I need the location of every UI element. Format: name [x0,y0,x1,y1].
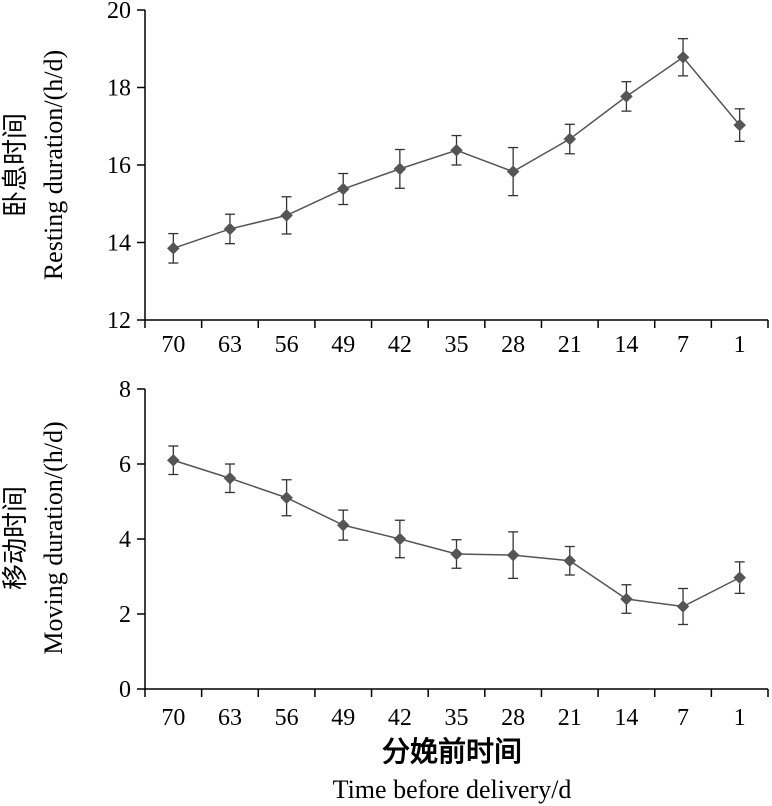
moving-data-point [620,592,633,606]
x-axis-title-en: Time before delivery/d [333,775,572,804]
moving-x-tick-label: 70 [161,705,185,731]
moving-data-point [166,453,180,467]
moving-data-point [733,571,747,584]
moving-y-tick-label: 6 [119,452,131,478]
moving-x-tick-label: 28 [501,705,525,731]
moving-x-tick-label: 7 [677,705,689,731]
resting-y-tick-label: 16 [107,153,131,179]
moving-data-point [450,547,463,561]
resting-x-tick-label: 63 [218,332,242,358]
moving-chart: 0 2 4 6 8 70 63 56 49 42 35 28 21 14 7 1 移动时间 Moving du… [1,377,769,804]
resting-x-tick-label: 7 [677,332,689,358]
resting-data-point [563,132,577,146]
moving-ylabel-cn: 移动时间 [1,486,30,590]
moving-x-tick-label: 42 [388,705,412,731]
resting-y-tick-label: 14 [107,231,131,257]
moving-series-line [173,459,741,608]
resting-data-point [166,241,180,255]
resting-data-point [223,222,237,236]
resting-x-tick-label: 56 [275,332,299,358]
resting-data-point [506,165,520,178]
resting-y-tick-label: 18 [107,76,131,102]
resting-data-point [393,162,407,176]
moving-x-tick-label: 21 [558,705,582,731]
moving-y-tick-label: 0 [119,677,131,703]
moving-x-tick-label: 56 [275,705,299,731]
resting-data-point [450,143,463,157]
resting-x-tick-label: 42 [388,332,412,358]
moving-x-tick-label: 1 [734,705,746,731]
resting-ylabel-cn: 卧息时间 [1,113,30,217]
moving-data-point [223,471,237,485]
resting-data-point [733,118,747,132]
x-axis-title-cn: 分娩前时间 [382,735,522,768]
moving-data-point [280,491,293,505]
moving-x-tick-label: 14 [614,705,638,731]
resting-data-point [336,182,350,196]
resting-ylabel-en: Resting duration/(h/d) [39,50,68,280]
resting-y-tick-label: 20 [107,0,131,24]
resting-x-tick-label: 21 [558,332,582,358]
resting-data-point [620,90,633,103]
resting-x-tick-label: 70 [161,332,185,358]
resting-x-tick-label: 28 [501,332,525,358]
resting-x-tick-label: 1 [734,332,746,358]
resting-x-tick-label: 14 [614,332,638,358]
resting-data-point [280,209,293,222]
resting-y-tick-label: 12 [107,308,131,334]
moving-data-point [336,518,350,532]
moving-data-point [676,600,690,613]
moving-data-point [393,532,407,546]
resting-plot-area: 12 14 16 18 20 70 63 56 49 42 35 28 21 14 7 1 [107,0,769,358]
moving-data-point [506,548,520,562]
moving-y-tick-label: 8 [119,377,131,403]
resting-chart: 12 14 16 18 20 70 63 56 49 42 35 28 21 14 7 1 卧息时间 Rest… [1,0,769,358]
resting-x-tick-label: 49 [331,332,355,358]
resting-x-tick-label: 35 [445,332,469,358]
moving-x-tick-label: 35 [445,705,469,731]
moving-y-tick-label: 4 [119,527,131,553]
moving-y-tick-label: 2 [119,602,131,628]
moving-data-point [563,554,577,568]
moving-plot-area: 0 2 4 6 8 70 63 56 49 42 35 28 21 14 7 1 [119,377,769,731]
moving-x-tick-label: 49 [331,705,355,731]
resting-data-point [676,50,690,64]
moving-x-tick-label: 63 [218,705,242,731]
moving-ylabel-en: Moving duration/(h/d) [39,421,68,654]
